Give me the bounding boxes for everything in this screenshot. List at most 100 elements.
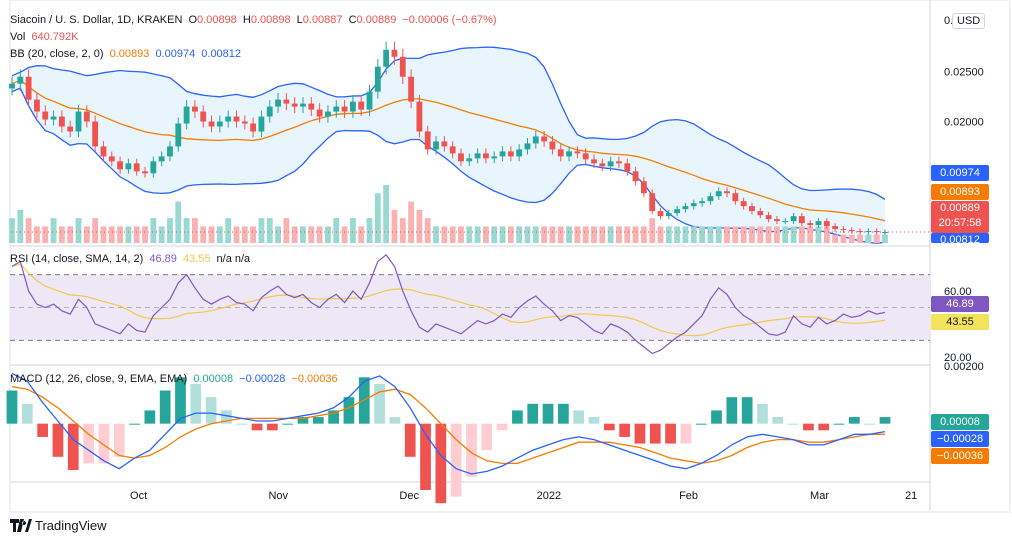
volume-bar: [233, 226, 240, 243]
macd-histogram-bar: [67, 423, 79, 471]
macd-histogram-bar: [558, 403, 569, 424]
volume-bar: [58, 226, 65, 243]
macd-histogram-bar: [205, 397, 217, 424]
volume-legend[interactable]: Vol 640.792K: [10, 30, 81, 44]
candle-body: [108, 156, 115, 162]
volume-bar: [175, 201, 182, 243]
candle-body: [42, 111, 49, 120]
volume-bar: [208, 226, 215, 243]
volume-bar: [266, 218, 273, 243]
bb-fill: [12, 47, 885, 244]
volume-bar: [92, 218, 99, 243]
candle-body: [183, 106, 190, 124]
candle-body: [50, 116, 57, 120]
macd-histogram-bar: [588, 417, 600, 424]
macd-histogram-bar: [481, 423, 493, 451]
macd-histogram-bar: [113, 423, 125, 457]
macd-line: [11, 372, 886, 475]
time-tick-label: Mar: [810, 490, 829, 502]
macd-histogram-bar: [803, 423, 814, 431]
candle-body: [325, 111, 331, 117]
volume-bar: [183, 218, 190, 243]
volume-bar: [524, 226, 531, 243]
candle-body: [707, 196, 714, 202]
candle-body: [25, 76, 32, 100]
macd-histogram-bar: [466, 423, 477, 477]
tradingview-logo-icon: [10, 519, 32, 532]
candle-body: [441, 141, 448, 147]
candle-body: [150, 161, 157, 174]
candle-body: [9, 83, 15, 89]
rsi-pane: [10, 254, 930, 355]
candle-body: [524, 143, 531, 150]
volume-bar: [25, 218, 32, 243]
volume-bar: [383, 185, 390, 243]
macd-histogram-bar: [389, 417, 401, 424]
rsi-legend[interactable]: RSI (14, close, SMA, 14, 2) 46.89 43.55 …: [10, 252, 253, 266]
candle-body: [507, 151, 514, 157]
macd-histogram-bar: [818, 423, 830, 431]
macd-histogram-bar: [787, 423, 799, 425]
macd-histogram-bar: [573, 410, 585, 424]
candle-body: [724, 191, 730, 194]
candle-body: [316, 109, 323, 117]
candle-body: [532, 136, 539, 144]
macd-histogram-bar: [282, 423, 294, 425]
bb-legend[interactable]: BB (20, close, 2, 0) 0.00893 0.00974 0.0…: [10, 47, 244, 61]
macd-histogram-bar: [267, 423, 278, 431]
volume-bar: [316, 226, 323, 243]
candle-body: [458, 153, 464, 162]
candle-body: [67, 126, 74, 132]
macd-histogram-bar: [695, 423, 707, 425]
candle-body: [591, 159, 597, 164]
macd-histogram-bar: [496, 423, 508, 431]
volume-bar: [142, 226, 148, 243]
candle-body: [383, 49, 390, 67]
candle-body: [466, 158, 473, 162]
macd-histogram-bar: [404, 423, 416, 457]
rsi-tick-label: 60.00: [944, 286, 972, 298]
macd-histogram-bar: [21, 403, 33, 424]
macd-signal-line: [11, 385, 885, 465]
volume-bar: [333, 218, 340, 243]
high-label: H: [242, 14, 251, 26]
candle-body: [424, 131, 431, 150]
volume-bar: [690, 226, 697, 243]
candle-body: [100, 146, 107, 157]
volume-bar: [749, 226, 755, 243]
volume-bar: [341, 226, 348, 243]
macd-histogram-bar: [175, 377, 186, 424]
volume-bar: [532, 226, 539, 243]
macd-histogram-bar: [52, 423, 64, 457]
candle-body: [607, 161, 614, 167]
volume-bar: [491, 226, 498, 243]
tradingview-logo[interactable]: TradingView: [10, 518, 107, 533]
candle-body: [83, 111, 90, 122]
currency-button[interactable]: USD: [952, 13, 986, 29]
macd-histogram-bar: [665, 423, 676, 444]
volume-bar: [433, 226, 439, 243]
macd-histogram-bar: [297, 417, 309, 424]
symbol-legend[interactable]: Siacoin / U. S. Dollar, 1D, KRAKEN O0.00…: [10, 13, 500, 27]
price-pane: [9, 41, 930, 244]
candle-body: [757, 211, 764, 216]
candle-body: [840, 229, 847, 231]
macd-histogram-bar: [757, 403, 768, 424]
change-value: −0.00006 (−0.67%): [402, 14, 497, 26]
macd-legend[interactable]: MACD (12, 26, close, 9, EMA, EMA) 0.0000…: [10, 372, 341, 386]
volume-bar: [665, 226, 672, 243]
candle-body: [749, 206, 755, 212]
macd-histogram-bar: [527, 403, 539, 424]
volume-bar: [366, 218, 373, 243]
volume-bar: [557, 226, 564, 243]
macd-signal-tag: −0.00036: [931, 448, 989, 464]
macd-histogram-bar: [542, 403, 554, 424]
volume-bar: [699, 226, 705, 243]
vol-value: 640.792K: [31, 31, 79, 43]
bb-label: BB (20, close, 2, 0): [10, 48, 104, 60]
candle-body: [649, 193, 656, 212]
macd-hist-value: 0.00008: [193, 373, 234, 385]
candle-body: [616, 161, 622, 164]
brand-name: TradingView: [35, 518, 107, 533]
